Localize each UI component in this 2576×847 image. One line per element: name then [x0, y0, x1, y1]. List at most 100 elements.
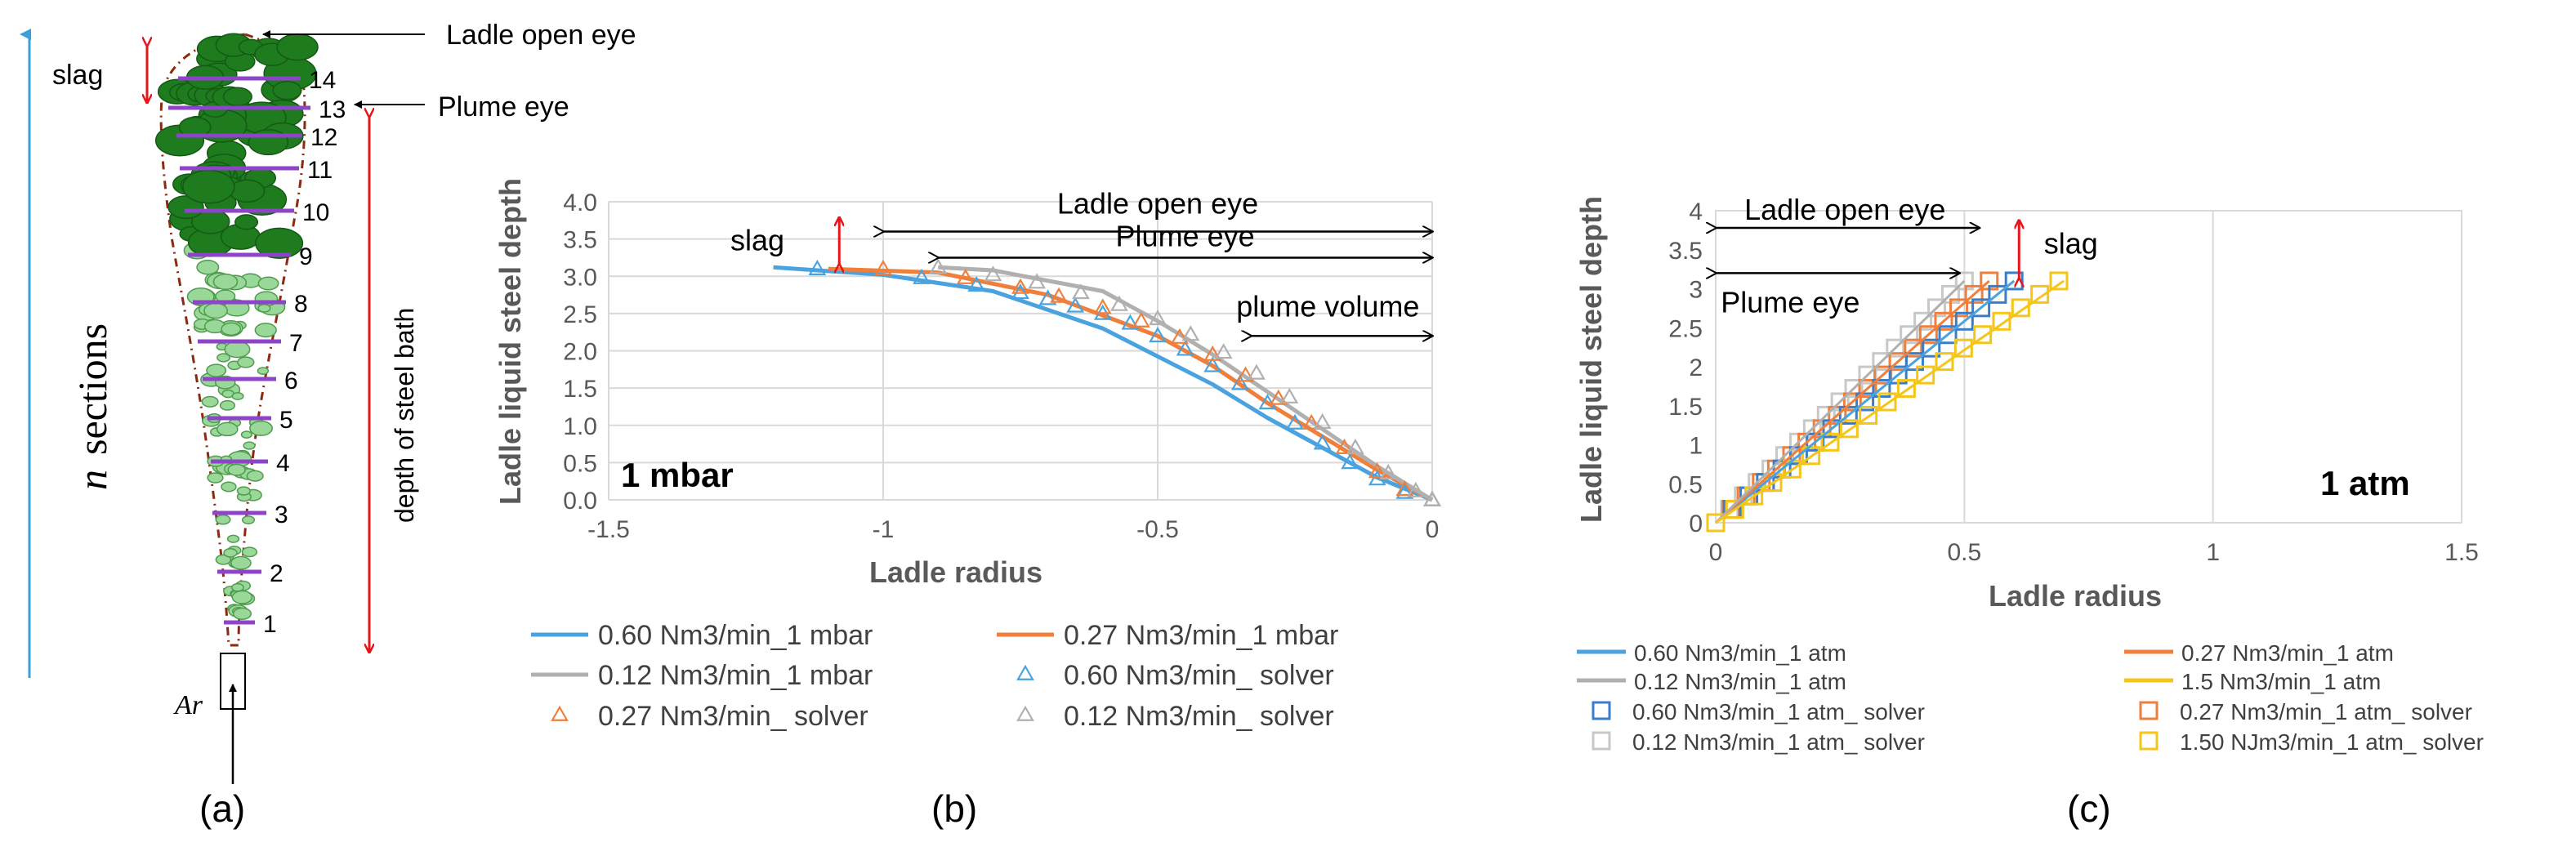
- gas-bubble: [230, 582, 244, 592]
- c-annotations: Ladle open eye Plume eye slag: [1716, 193, 2098, 319]
- square-point: [1954, 271, 1974, 291]
- gas-bubble: [201, 395, 219, 408]
- section-number: 12: [310, 124, 337, 151]
- c-y-tick-label: 1.5: [1668, 394, 1703, 421]
- b-tick-labels: 0.0 0.5 1.0 1.5 2.0 2.5 3.0 3.5 4.0 -1.5 -1 -0.5 0: [563, 189, 1439, 543]
- triangle-point: [1181, 325, 1200, 341]
- gas-bubble: [254, 323, 277, 338]
- triangle-point: [1335, 438, 1354, 454]
- section-number: 8: [294, 291, 308, 318]
- square-point: [1938, 325, 1958, 345]
- b-open-eye-label: Ladle open eye: [1057, 187, 1258, 221]
- square-point: [1904, 338, 1923, 358]
- b-slag-label: slag: [730, 223, 784, 256]
- c-legend-label: 1.5 Nm3/min_1 atm: [2181, 669, 2381, 694]
- c-legend: 0.60 Nm3/min_1 atm 0.27 Nm3/min_1 atm 0.12…: [1577, 640, 2484, 755]
- c-legend-label: 0.12 Nm3/min_1 atm_ solver: [1632, 729, 1925, 755]
- square-point: [1918, 325, 1938, 345]
- gas-bubble: [221, 322, 242, 337]
- gas-bubble: [167, 195, 204, 220]
- b-legend-label: 0.27 Nm3/min_ solver: [598, 701, 868, 732]
- b-gridlines: [608, 201, 1433, 501]
- square-point: [1592, 731, 1611, 751]
- triangle-point: [1230, 374, 1249, 390]
- gas-bubble: [255, 227, 304, 259]
- gas-bubble: [232, 607, 252, 621]
- c-y-tick-label: 3.5: [1668, 238, 1703, 265]
- c-x-tick-label: 0.5: [1947, 539, 1981, 566]
- square-point: [1900, 325, 1919, 345]
- gas-bubble: [231, 590, 253, 604]
- panel-c-1atm-chart: 0 0.5 1 1.5 2 2.5 3 3.5 4 0 0.5 1 1.5 Ladle open eye…: [1574, 193, 2484, 830]
- c-tick-labels: 0 0.5 1 1.5 2 2.5 3 3.5 4 0 0.5 1 1.5: [1668, 198, 2479, 566]
- triangle-point: [1286, 413, 1304, 430]
- gas-bubble: [257, 303, 271, 313]
- triangle-point: [1016, 705, 1034, 721]
- b-legend-label: 0.12 Nm3/min_1 mbar: [598, 660, 873, 691]
- c-gridlines: [1715, 210, 2462, 524]
- c-x-tick-label: 1.5: [2444, 539, 2479, 566]
- c-legend-label: 0.60 Nm3/min_1 atm_ solver: [1632, 699, 1925, 724]
- c-y-tick-label: 2: [1689, 354, 1703, 381]
- panel-b-label: (b): [931, 787, 977, 830]
- gas-bubble: [241, 515, 256, 524]
- square-point: [1592, 701, 1611, 720]
- triangle-point: [1028, 273, 1047, 289]
- triangle-point: [1110, 295, 1128, 311]
- c-y-tick-label: 0: [1689, 510, 1703, 537]
- c-slag-label: slag: [2044, 227, 2098, 261]
- triangle-point: [1011, 283, 1029, 300]
- triangle-point: [1313, 434, 1332, 450]
- c-y-tick-label: 2.5: [1668, 315, 1703, 342]
- gas-bubble: [221, 481, 237, 493]
- triangle-point: [1016, 664, 1034, 680]
- triangle-point: [1203, 345, 1222, 361]
- b-y-tick-label: 1.5: [563, 376, 597, 403]
- gas-bubble: [216, 421, 239, 437]
- square-point: [1922, 338, 1941, 358]
- triangle-point: [1203, 356, 1222, 372]
- square-point: [1973, 325, 1993, 345]
- triangle-point: [1170, 328, 1189, 344]
- gas-bubble: [215, 514, 231, 525]
- triangle-point: [1379, 463, 1398, 479]
- square-point: [1706, 513, 1726, 533]
- gas-bubble: [219, 399, 236, 411]
- section-number: 10: [302, 199, 329, 226]
- b-y-tick-label: 0.5: [563, 450, 597, 477]
- triangle-point: [1072, 283, 1090, 300]
- c-y-tick-label: 1: [1689, 433, 1703, 460]
- triangle-point: [1248, 363, 1266, 380]
- triangle-point: [1050, 287, 1068, 303]
- b-x-tick-label: -0.5: [1136, 516, 1179, 543]
- square-point: [1872, 379, 1891, 399]
- square-point: [1820, 432, 1840, 452]
- gas-bubble: [231, 391, 244, 401]
- gas-bubble: [237, 356, 255, 368]
- b-y-tick-label: 2.0: [563, 339, 597, 366]
- triangle-point: [956, 268, 975, 284]
- c-series-line: [1715, 279, 1990, 524]
- gas-bubble: [240, 430, 252, 439]
- gas-bubble: [241, 546, 258, 558]
- b-x-axis-title: Ladle radius: [869, 555, 1042, 589]
- square-point: [1949, 298, 1969, 318]
- panel-c-label: (c): [2067, 787, 2111, 830]
- b-legend: 0.60 Nm3/min_1 mbar 0.27 Nm3/min_1 mbar 0.…: [531, 620, 1338, 732]
- square-point: [2030, 284, 2050, 304]
- triangle-point: [929, 258, 948, 274]
- panel-b-1mbar-chart: 0.0 0.5 1.0 1.5 2.0 2.5 3.0 3.5 4.0 -1.5 -1 -0.5 0 L…: [493, 178, 1441, 830]
- c-plume-eye-label: Plume eye: [1721, 285, 1859, 319]
- section-number: 1: [263, 611, 277, 638]
- section-number: 14: [309, 67, 336, 94]
- gas-bubble: [212, 273, 239, 290]
- triangle-point: [1346, 438, 1364, 454]
- section-number: 7: [289, 330, 303, 357]
- square-point: [1935, 352, 1954, 372]
- c-y-axis-title: Ladle liquid steel depth: [1574, 196, 1608, 523]
- section-number: 9: [299, 243, 313, 270]
- gas-bubble: [206, 363, 227, 377]
- gas-bubble: [257, 276, 279, 291]
